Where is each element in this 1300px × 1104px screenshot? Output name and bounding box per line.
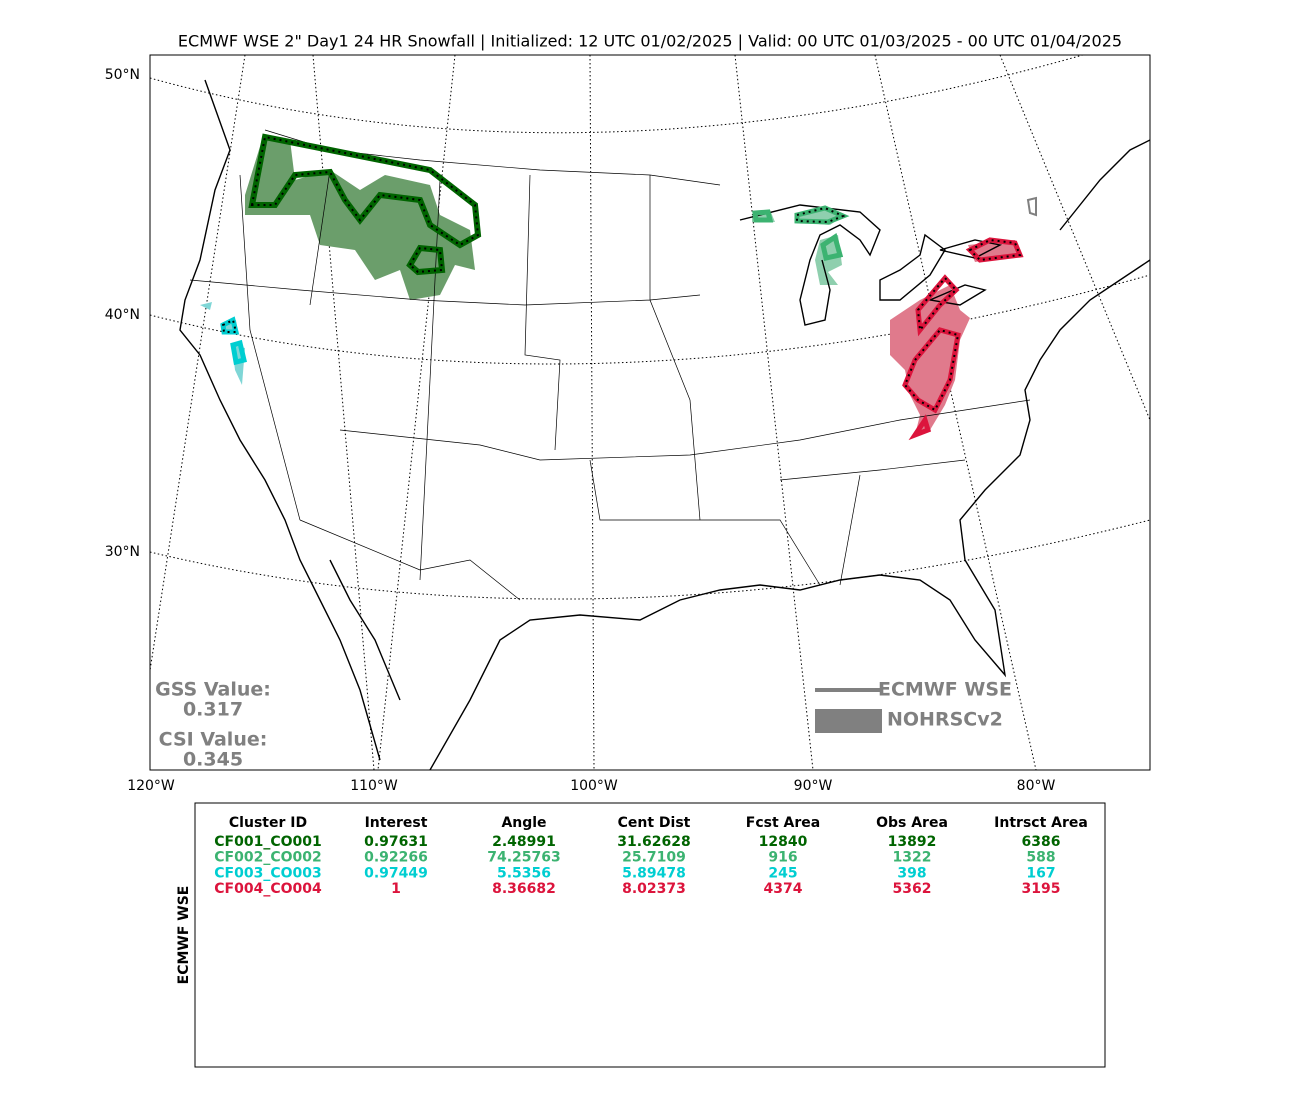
table-cell: 2.48991 <box>492 834 556 850</box>
table-cell: CF001_CO001 <box>214 834 321 850</box>
column-header: Obs Area <box>876 815 948 831</box>
column-header: Intrsct Area <box>994 815 1088 831</box>
column-header: Fcst Area <box>746 815 820 831</box>
lon-label: 90°W <box>794 778 833 794</box>
table-frame <box>194 802 1106 1068</box>
map <box>149 54 1151 771</box>
score-label: CSI Value: <box>159 729 268 751</box>
table-cell: 5.89478 <box>622 865 686 881</box>
score-label: GSS Value: <box>155 679 271 701</box>
lon-label: 100°W <box>570 778 618 794</box>
table-cell: 3195 <box>1022 881 1061 897</box>
table-cell: 245 <box>768 865 797 881</box>
table-cell: 916 <box>768 850 797 866</box>
table-cell: 167 <box>1026 865 1055 881</box>
table-cell: 1 <box>391 881 401 897</box>
lat-label: 30°N <box>105 544 140 560</box>
table-cell: 1322 <box>893 850 932 866</box>
border <box>189 129 1031 601</box>
table-cell: 25.7109 <box>622 850 686 866</box>
parallel <box>150 519 1150 600</box>
table-cell: 12840 <box>759 834 808 850</box>
legend-label: ECMWF WSE <box>878 679 1012 701</box>
table-cell: 5.5356 <box>497 865 551 881</box>
fcst-contour <box>1026 196 1037 217</box>
table-cell: 0.92266 <box>364 850 428 866</box>
table-cell: 4374 <box>764 881 803 897</box>
table-cell: 6386 <box>1022 834 1061 850</box>
table-cell: CF004_CO004 <box>214 881 322 897</box>
table-cell: CF003_CO003 <box>214 865 321 881</box>
fcst-contour <box>221 206 1022 412</box>
table-side-label: ECMWF WSE <box>176 886 192 985</box>
table-cell: 588 <box>1026 850 1055 866</box>
table-cell: 13892 <box>888 834 937 850</box>
parallel <box>150 55 1085 134</box>
column-header: Cluster ID <box>229 815 307 831</box>
table-cell: 0.97449 <box>364 865 428 881</box>
table-cell: 398 <box>897 865 926 881</box>
table-cell: 8.36682 <box>492 881 556 897</box>
coastline <box>179 79 1150 770</box>
obs-area <box>752 206 845 285</box>
column-header: Interest <box>365 815 428 831</box>
obs-area <box>890 240 1020 435</box>
table-cell: CF002_CO002 <box>214 850 321 866</box>
table-cell: 0.97631 <box>364 834 428 850</box>
score-value: 0.345 <box>183 749 243 771</box>
fcst-contour <box>250 135 480 274</box>
great-lakes <box>739 204 1003 326</box>
table: Cluster ID Interest Angle Cent Dist Fcst Are… <box>214 815 1088 897</box>
table-cell: 8.02373 <box>622 881 686 897</box>
column-header: Cent Dist <box>618 815 691 831</box>
lon-label: 120°W <box>127 778 175 794</box>
scores: GSS Value:0.317 CSI Value:0.345 <box>155 679 271 771</box>
legend-swatch <box>815 709 882 733</box>
lon-label: 80°W <box>1017 778 1056 794</box>
column-header: Angle <box>501 815 546 831</box>
table-cell: 31.62628 <box>617 834 691 850</box>
table-cell: 74.25763 <box>487 850 561 866</box>
table-cell: 5362 <box>893 881 932 897</box>
meridian <box>999 55 1150 421</box>
lat-label: 50°N <box>105 67 140 83</box>
lon-label: 110°W <box>350 778 398 794</box>
legend: ECMWF WSE NOHRSCv2 <box>815 679 1012 733</box>
axis-labels: 50°N 40°N 30°N 120°W 110°W 100°W 90°W 80°W <box>105 67 1056 794</box>
map-frame <box>149 54 1151 771</box>
score-value: 0.317 <box>183 699 243 721</box>
title: ECMWF WSE 2" Day1 24 HR Snowfall | Initi… <box>178 32 1122 51</box>
lat-label: 40°N <box>105 307 140 323</box>
parallel <box>150 274 1150 365</box>
meridian <box>150 55 246 674</box>
legend-label: NOHRSCv2 <box>887 709 1003 731</box>
